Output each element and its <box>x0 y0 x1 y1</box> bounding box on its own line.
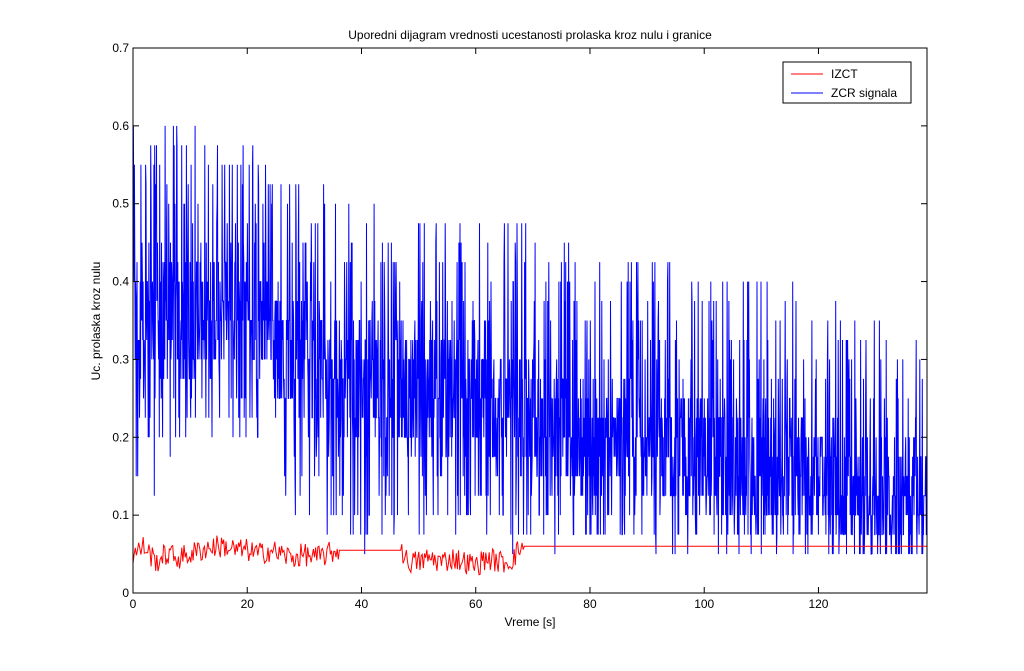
y-tick-label: 0.5 <box>112 197 129 211</box>
series-group <box>133 125 927 576</box>
y-tick-label: 0.4 <box>112 275 129 289</box>
series-line-zcr-signala <box>133 125 927 555</box>
y-tick-label: 0.2 <box>112 430 129 444</box>
series-line-izct <box>133 535 927 576</box>
y-tick-label: 0 <box>122 586 129 600</box>
y-tick-label: 0.6 <box>112 119 129 133</box>
x-tick-label: 100 <box>694 597 714 611</box>
x-tick-label: 20 <box>241 597 255 611</box>
x-tick-label: 80 <box>583 597 597 611</box>
x-axis-label: Vreme [s] <box>505 615 556 629</box>
plot-area: 0 20 40 60 80 100 120 0 0.1 0.2 0.3 0.4 0.5 0.6 0.7 <box>112 41 928 611</box>
x-tick-label: 60 <box>469 597 483 611</box>
x-tick-label: 120 <box>808 597 828 611</box>
y-tick-label: 0.7 <box>112 41 129 55</box>
x-tick-label: 0 <box>130 597 137 611</box>
y-axis-label: Uc. prolaska kroz nulu <box>89 262 103 381</box>
x-tick-label: 40 <box>355 597 369 611</box>
axes-box <box>132 47 928 594</box>
y-tick-label: 0.1 <box>112 508 129 522</box>
legend: IZCT ZCR signala <box>782 61 912 104</box>
chart-title: Uporedni dijagram vrednosti ucestanosti … <box>348 28 712 42</box>
legend-label: IZCT <box>831 67 858 81</box>
legend-box <box>782 61 912 104</box>
y-tick-label: 0.3 <box>112 352 129 366</box>
legend-label: ZCR signala <box>831 86 897 100</box>
